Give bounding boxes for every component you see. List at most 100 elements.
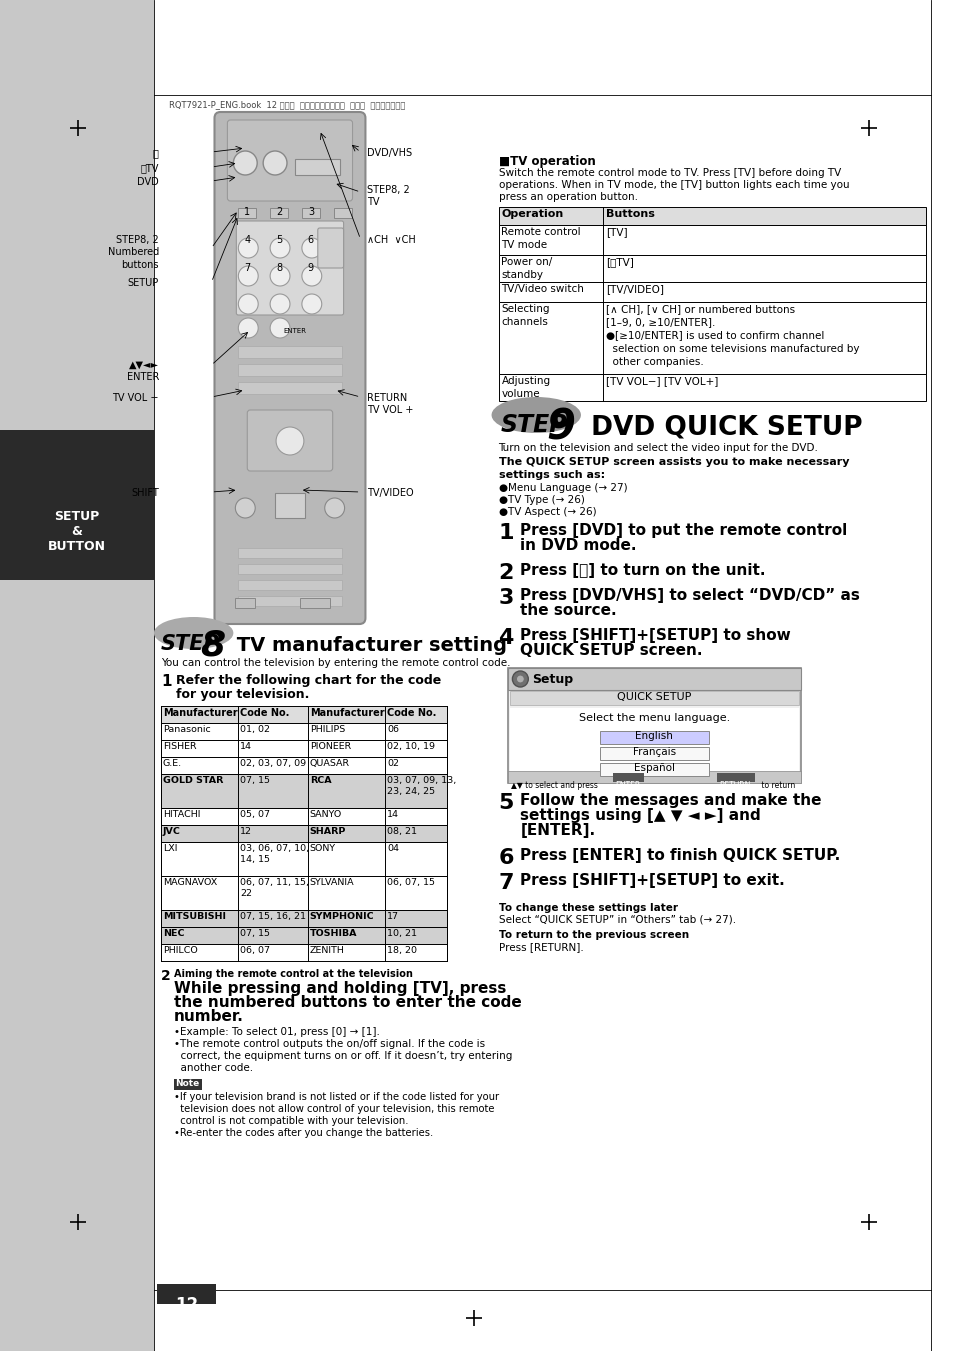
Text: 06, 07, 15: 06, 07, 15 [387, 878, 435, 888]
Bar [510, 690, 799, 705]
Text: [TV]: [TV] [605, 227, 627, 236]
Circle shape [516, 676, 524, 684]
Text: Press [ⓜ] to turn on the unit.: Press [ⓜ] to turn on the unit. [519, 563, 765, 578]
Bar [156, 1283, 216, 1304]
Text: [TV VOL−] [TV VOL+]: [TV VOL−] [TV VOL+] [605, 376, 718, 386]
Text: 02, 10, 19: 02, 10, 19 [387, 742, 435, 751]
Circle shape [324, 499, 344, 517]
FancyBboxPatch shape [236, 222, 343, 315]
Bar [301, 208, 319, 218]
Text: 7: 7 [498, 873, 514, 893]
Circle shape [275, 427, 304, 455]
Text: 1: 1 [161, 674, 172, 689]
Text: ⓜTV: ⓜTV [140, 163, 159, 173]
Bar [599, 747, 708, 761]
Text: FISHER: FISHER [163, 742, 196, 751]
Bar [508, 771, 801, 784]
Text: GOLD STAR: GOLD STAR [163, 775, 223, 785]
Text: 8: 8 [275, 263, 282, 273]
Text: SHARP: SHARP [310, 827, 346, 836]
Bar [599, 763, 708, 775]
Text: 2: 2 [498, 563, 514, 584]
Text: number.: number. [173, 1009, 243, 1024]
Text: the numbered buttons to enter the code: the numbered buttons to enter the code [173, 994, 521, 1011]
Text: 7: 7 [244, 263, 251, 273]
FancyBboxPatch shape [247, 409, 333, 471]
Text: RETURN: RETURN [719, 781, 750, 790]
Text: MITSUBISHI: MITSUBISHI [163, 912, 226, 921]
Text: settings such as:: settings such as: [498, 470, 604, 480]
Text: [ENTER].: [ENTER]. [519, 823, 595, 838]
Bar [238, 363, 341, 376]
Text: Turn on the television and select the video input for the DVD.: Turn on the television and select the vi… [498, 443, 818, 453]
FancyBboxPatch shape [317, 228, 343, 267]
Bar [612, 773, 644, 782]
Bar [0, 0, 153, 1351]
Text: •Re-enter the codes after you change the batteries.: •Re-enter the codes after you change the… [173, 1128, 433, 1138]
Text: 4: 4 [498, 628, 514, 648]
Text: 5: 5 [275, 235, 282, 245]
Text: for your television.: for your television. [175, 688, 309, 701]
Text: 17: 17 [387, 912, 399, 921]
Text: [TV/VIDEO]: [TV/VIDEO] [605, 284, 663, 295]
Text: 8: 8 [200, 628, 226, 662]
Bar [334, 208, 351, 218]
Text: NEC: NEC [163, 929, 184, 938]
Text: Français: Français [632, 747, 676, 757]
Text: TV/VIDEO: TV/VIDEO [367, 488, 414, 499]
Text: •If your television brand is not listed or if the code listed for your: •If your television brand is not listed … [173, 1092, 498, 1102]
Text: 1: 1 [498, 523, 514, 543]
Circle shape [263, 151, 287, 176]
Text: QUASAR: QUASAR [310, 759, 350, 767]
Bar [238, 580, 341, 590]
Bar [498, 303, 924, 374]
Text: ▲▼ to select and press: ▲▼ to select and press [511, 781, 600, 790]
Bar [161, 842, 446, 875]
Text: 9: 9 [308, 263, 314, 273]
Text: 12: 12 [175, 1296, 198, 1315]
Text: Remote control
TV mode: Remote control TV mode [501, 227, 580, 250]
Text: ●TV Aspect (→ 26): ●TV Aspect (→ 26) [498, 507, 596, 517]
Text: Aiming the remote control at the television: Aiming the remote control at the televis… [173, 969, 413, 979]
Bar [508, 667, 801, 690]
Bar [161, 774, 446, 808]
Text: SYLVANIA: SYLVANIA [310, 878, 355, 888]
Text: ●TV Type (→ 26): ●TV Type (→ 26) [498, 494, 584, 505]
Circle shape [233, 151, 257, 176]
Text: You can control the television by entering the remote control code.: You can control the television by enteri… [161, 658, 510, 667]
Text: PHILIPS: PHILIPS [310, 725, 345, 734]
Text: ■TV operation: ■TV operation [498, 155, 595, 168]
Text: 07, 15: 07, 15 [240, 929, 270, 938]
Text: SANYO: SANYO [310, 811, 342, 819]
FancyBboxPatch shape [227, 120, 353, 201]
Text: Español: Español [633, 763, 674, 773]
Text: The QUICK SETUP screen assists you to make necessary: The QUICK SETUP screen assists you to ma… [498, 457, 848, 467]
Text: 06, 07: 06, 07 [240, 946, 270, 955]
Text: •Example: To select 01, press [0] → [1].: •Example: To select 01, press [0] → [1]. [173, 1027, 379, 1038]
Text: Code No.: Code No. [387, 708, 436, 717]
Text: 08, 21: 08, 21 [387, 827, 416, 836]
Text: SYMPHONIC: SYMPHONIC [310, 912, 375, 921]
Text: 07, 15: 07, 15 [240, 775, 270, 785]
Circle shape [301, 238, 321, 258]
Circle shape [270, 238, 290, 258]
Text: ▲▼◄►
ENTER: ▲▼◄► ENTER [127, 359, 159, 382]
Text: SETUP
&
BUTTON: SETUP & BUTTON [48, 509, 106, 553]
Text: Press [RETURN].: Press [RETURN]. [498, 942, 582, 952]
Text: TV manufacturer setting: TV manufacturer setting [230, 636, 507, 655]
Text: 01, 02: 01, 02 [240, 725, 270, 734]
Bar [161, 707, 446, 723]
Text: ⓜ: ⓜ [152, 149, 159, 158]
Ellipse shape [153, 617, 233, 648]
Text: 3: 3 [498, 588, 514, 608]
Bar [498, 374, 924, 401]
Text: 6: 6 [308, 235, 314, 245]
Bar [238, 382, 341, 394]
Bar [238, 346, 341, 358]
Text: JVC: JVC [163, 827, 180, 836]
Text: TV VOL −: TV VOL − [112, 393, 159, 403]
Bar [161, 723, 446, 740]
Text: MAGNAVOX: MAGNAVOX [163, 878, 217, 888]
Text: Switch the remote control mode to TV. Press [TV] before doing TV: Switch the remote control mode to TV. Pr… [498, 168, 840, 178]
FancyBboxPatch shape [214, 112, 365, 624]
